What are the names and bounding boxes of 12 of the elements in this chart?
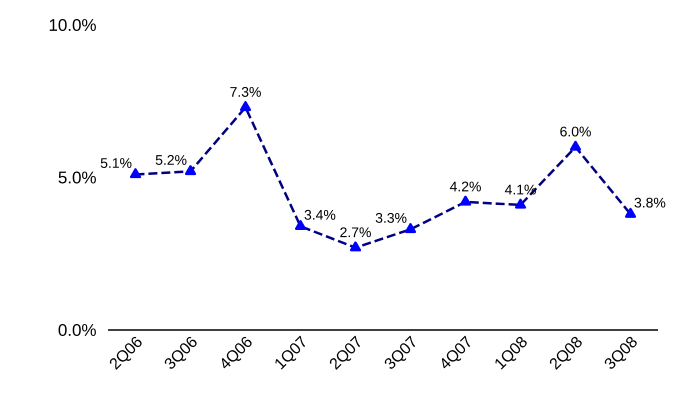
data-label: 5.2% — [156, 155, 186, 165]
data-label: 5.1% — [100, 158, 132, 168]
y-tick-label: 5.0% — [58, 172, 96, 184]
y-tick-label: 0.0% — [58, 324, 96, 336]
data-label: 3.3% — [376, 212, 406, 223]
data-label: 4.2% — [450, 182, 481, 192]
data-label: 3.4% — [304, 210, 336, 220]
data-label: 6.0% — [560, 126, 591, 137]
data-label: 2.7% — [340, 227, 371, 238]
data-label: 7.3% — [230, 86, 261, 97]
data-label: 3.8% — [634, 198, 666, 208]
y-tick-label: 10.0% — [50, 19, 96, 31]
